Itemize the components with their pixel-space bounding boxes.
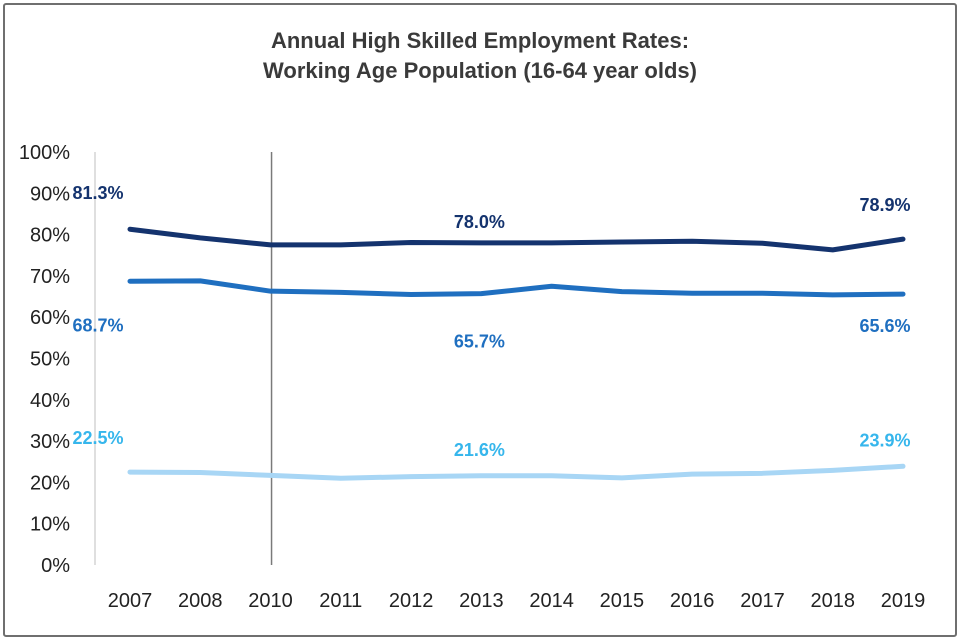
x-tick-label: 2015 xyxy=(600,590,645,612)
x-tick-label: 2014 xyxy=(529,590,574,612)
data-label: 21.6% xyxy=(454,440,505,460)
y-tick-label: 30% xyxy=(30,431,70,453)
series-line-2 xyxy=(127,278,906,298)
data-label: 81.3% xyxy=(72,183,123,203)
chart-subtitle: Working Age Population (16-64 year olds) xyxy=(263,58,697,83)
x-tick-label: 2012 xyxy=(389,590,434,612)
data-label: 65.7% xyxy=(454,332,505,352)
data-label: 68.7% xyxy=(72,315,123,335)
y-tick-label: 100% xyxy=(19,142,70,164)
y-tick-label: 90% xyxy=(30,183,70,205)
y-tick-label: 0% xyxy=(41,555,70,577)
x-tick-label: 2018 xyxy=(810,590,855,612)
x-tick-label: 2007 xyxy=(108,590,153,612)
x-tick-label: 2017 xyxy=(740,590,785,612)
y-tick-label: 60% xyxy=(30,307,70,329)
data-label: 78.9% xyxy=(859,195,910,215)
data-label: 22.5% xyxy=(72,428,123,448)
data-label: 23.9% xyxy=(859,430,910,450)
x-tick-label: 2019 xyxy=(881,590,926,612)
y-tick-label: 10% xyxy=(30,514,70,536)
chart-frame xyxy=(3,3,957,637)
x-tick-label: 2011 xyxy=(319,590,362,612)
y-tick-label: 50% xyxy=(30,349,70,371)
y-tick-label: 80% xyxy=(30,225,70,247)
series-line-3 xyxy=(127,463,906,481)
y-tick-label: 70% xyxy=(30,266,70,288)
x-tick-label: 2016 xyxy=(670,590,715,612)
y-tick-label: 40% xyxy=(30,390,70,412)
series-line-1 xyxy=(127,226,906,253)
chart-title: Annual High Skilled Employment Rates: xyxy=(270,28,690,53)
data-label: 78.0% xyxy=(454,212,505,232)
x-tick-label: 2008 xyxy=(178,590,223,612)
x-tick-label: 2010 xyxy=(248,590,293,612)
data-label: 65.6% xyxy=(859,316,910,336)
y-tick-label: 20% xyxy=(30,472,70,494)
x-tick-label: 2013 xyxy=(459,590,504,612)
